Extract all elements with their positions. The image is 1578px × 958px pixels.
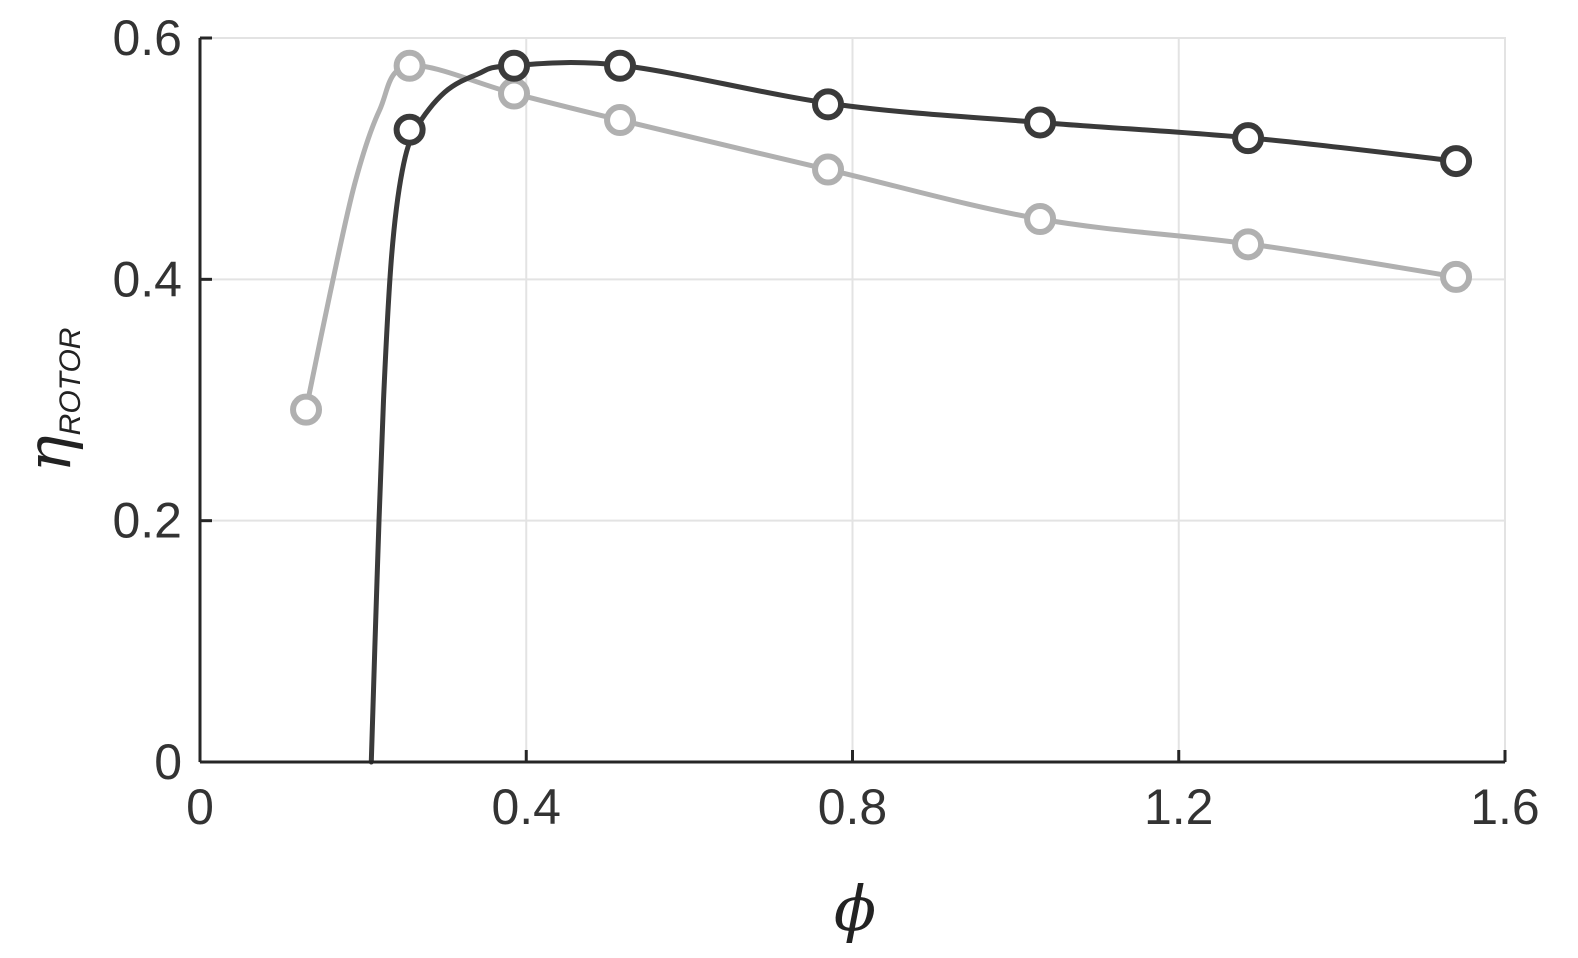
series-1 bbox=[368, 49, 1473, 765]
grid bbox=[199, 37, 1506, 763]
series-line bbox=[368, 60, 1459, 765]
axes bbox=[198, 36, 1507, 764]
x-tick-label: 0.4 bbox=[491, 779, 561, 835]
data-point bbox=[393, 49, 426, 82]
data-point bbox=[498, 77, 531, 110]
y-tick-label: 0.2 bbox=[112, 493, 182, 549]
x-tick-label: 1.2 bbox=[1144, 779, 1214, 835]
tick-labels: 0 0.4 0.8 1.2 1.6 0 0.2 0.4 0.6 bbox=[112, 10, 1539, 835]
data-point bbox=[1440, 145, 1473, 178]
series-2 bbox=[290, 49, 1473, 426]
data-point bbox=[812, 88, 845, 121]
data-point bbox=[604, 104, 637, 137]
y-tick-label: 0.6 bbox=[112, 10, 182, 66]
x-tick-label: 0.8 bbox=[818, 779, 888, 835]
y-tick-label: 0.4 bbox=[112, 251, 182, 307]
data-point bbox=[393, 113, 426, 146]
y-axis-label-subscript: ROTOR bbox=[54, 328, 87, 436]
data-point bbox=[1024, 106, 1057, 139]
x-tick-label: 1.6 bbox=[1470, 779, 1540, 835]
data-point bbox=[604, 49, 637, 82]
x-tick-label: 0 bbox=[186, 779, 214, 835]
data-point bbox=[290, 393, 323, 426]
data-point bbox=[1232, 122, 1265, 155]
y-axis-label: ηROTOR bbox=[12, 328, 87, 473]
y-axis-label-symbol: η bbox=[12, 435, 85, 472]
data-point bbox=[498, 49, 531, 82]
x-axis-label: ϕ bbox=[834, 872, 876, 945]
y-tick-label: 0 bbox=[154, 734, 182, 790]
data-point bbox=[812, 153, 845, 186]
series-line bbox=[303, 63, 1459, 413]
data-point bbox=[1440, 260, 1473, 293]
svg-text:ηROTOR: ηROTOR bbox=[12, 328, 87, 473]
data-point bbox=[1024, 203, 1057, 235]
data-point bbox=[1232, 228, 1265, 261]
series-layer bbox=[290, 49, 1473, 765]
